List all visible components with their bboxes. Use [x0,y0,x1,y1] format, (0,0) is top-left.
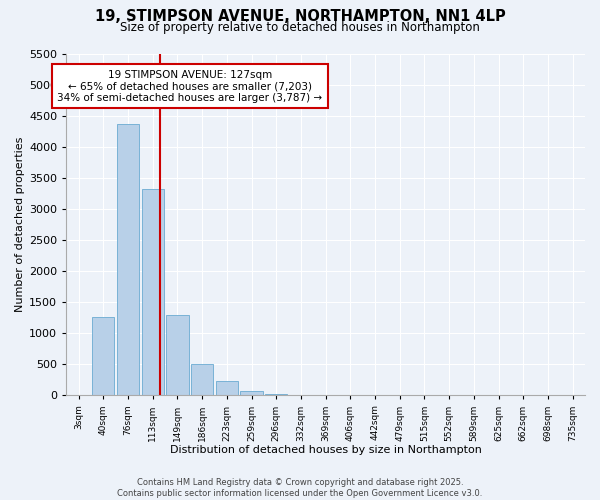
Bar [216,381,238,396]
Bar [265,394,287,396]
Bar [191,364,213,396]
Y-axis label: Number of detached properties: Number of detached properties [15,137,25,312]
Bar [241,391,263,396]
Text: Size of property relative to detached houses in Northampton: Size of property relative to detached ho… [120,21,480,34]
Bar [142,188,164,396]
X-axis label: Distribution of detached houses by size in Northampton: Distribution of detached houses by size … [170,445,482,455]
Text: 19 STIMPSON AVENUE: 127sqm
← 65% of detached houses are smaller (7,203)
34% of s: 19 STIMPSON AVENUE: 127sqm ← 65% of deta… [57,70,322,102]
Bar [92,316,115,396]
Bar [117,124,139,396]
Text: 19, STIMPSON AVENUE, NORTHAMPTON, NN1 4LP: 19, STIMPSON AVENUE, NORTHAMPTON, NN1 4L… [95,9,505,24]
Bar [166,316,188,396]
Text: Contains HM Land Registry data © Crown copyright and database right 2025.
Contai: Contains HM Land Registry data © Crown c… [118,478,482,498]
